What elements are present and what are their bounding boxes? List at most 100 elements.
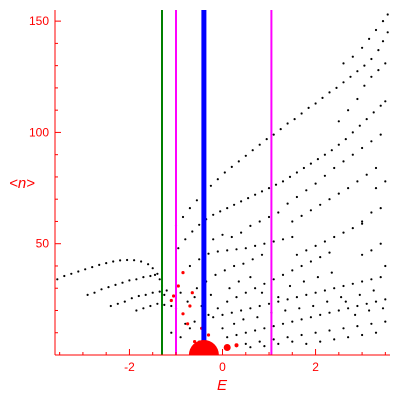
data-point xyxy=(251,149,254,152)
data-point xyxy=(300,214,303,217)
data-point xyxy=(291,340,294,343)
data-point xyxy=(186,322,190,326)
data-point xyxy=(223,269,226,272)
data-point xyxy=(84,268,87,271)
data-point xyxy=(216,178,219,181)
data-point xyxy=(258,220,261,223)
data-point xyxy=(342,327,345,330)
data-point xyxy=(328,311,331,314)
data-point xyxy=(254,329,257,332)
data-point xyxy=(340,296,343,299)
data-point xyxy=(256,316,259,319)
data-point xyxy=(344,138,347,141)
x-tick-label: 2 xyxy=(312,360,319,374)
dot-marker xyxy=(234,343,239,348)
data-point xyxy=(363,64,366,67)
data-point xyxy=(198,258,201,261)
vertical-reference-lines xyxy=(161,10,273,355)
data-point xyxy=(149,274,152,278)
data-point xyxy=(309,260,312,263)
data-point xyxy=(230,165,233,168)
data-point xyxy=(316,158,319,161)
data-point xyxy=(77,270,80,273)
data-point xyxy=(251,258,254,261)
data-point xyxy=(384,320,387,323)
data-point xyxy=(244,247,247,250)
data-point xyxy=(374,28,378,32)
data-point xyxy=(105,262,108,265)
data-point xyxy=(165,289,168,292)
data-point xyxy=(351,131,354,134)
data-point xyxy=(361,46,364,49)
data-point xyxy=(358,293,361,296)
data-point xyxy=(333,287,336,290)
data-point xyxy=(358,124,361,127)
data-point xyxy=(212,316,215,319)
data-point xyxy=(356,325,359,328)
data-point xyxy=(263,242,266,245)
axis-ticks: -2 0 2 50 100 150 xyxy=(29,14,386,374)
data-point xyxy=(244,331,247,334)
axes xyxy=(54,10,390,356)
data-point xyxy=(265,138,268,141)
data-point xyxy=(342,284,345,288)
data-point xyxy=(128,279,131,282)
data-point xyxy=(212,213,215,216)
data-point xyxy=(377,69,380,72)
data-point xyxy=(356,70,359,73)
data-point xyxy=(347,187,350,190)
data-point xyxy=(242,318,245,321)
data-point xyxy=(370,75,373,78)
data-point xyxy=(142,276,145,279)
data-point xyxy=(135,278,138,281)
data-point xyxy=(281,322,285,325)
data-point xyxy=(330,149,333,152)
data-point xyxy=(140,260,143,263)
y-tick-label: 100 xyxy=(29,125,49,139)
data-point xyxy=(374,331,378,334)
data-point xyxy=(179,291,182,294)
data-point xyxy=(279,128,282,131)
data-point xyxy=(281,180,285,183)
data-point xyxy=(207,252,210,255)
data-point xyxy=(372,289,375,292)
data-point xyxy=(254,193,257,196)
data-point xyxy=(323,240,326,243)
data-point xyxy=(379,207,382,210)
data-point xyxy=(179,336,182,339)
data-point xyxy=(291,269,294,272)
data-point xyxy=(384,298,387,301)
data-point xyxy=(254,287,257,290)
data-point xyxy=(347,109,350,112)
data-point xyxy=(370,140,373,143)
data-point xyxy=(300,112,303,115)
data-point xyxy=(244,291,247,294)
data-point xyxy=(86,293,89,296)
data-point xyxy=(300,318,303,321)
data-point xyxy=(328,251,331,254)
data-point xyxy=(112,260,115,263)
data-point xyxy=(295,253,298,256)
data-point xyxy=(305,342,308,345)
data-point xyxy=(121,281,124,284)
data-point xyxy=(212,238,215,241)
data-point xyxy=(107,286,110,289)
data-point xyxy=(193,340,197,344)
data-point xyxy=(286,336,289,339)
data-point xyxy=(226,336,229,339)
data-point xyxy=(206,333,211,337)
data-point xyxy=(351,153,354,156)
data-point xyxy=(321,96,324,99)
data-point xyxy=(323,153,326,156)
data-point xyxy=(170,304,173,308)
data-point xyxy=(356,97,359,101)
data-point xyxy=(272,240,275,243)
data-point xyxy=(384,180,387,183)
data-point xyxy=(288,284,292,288)
data-point xyxy=(309,209,312,212)
data-point xyxy=(293,118,296,121)
data-point xyxy=(386,31,389,34)
data-point xyxy=(181,271,185,275)
data-point xyxy=(240,200,243,203)
data-point xyxy=(319,203,322,206)
